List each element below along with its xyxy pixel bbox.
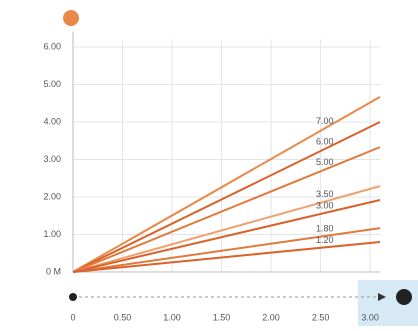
y-tick-label: 0 M <box>46 266 61 276</box>
x-tick-label: 1.50 <box>213 312 231 322</box>
y-tick-label: 1.00 <box>43 229 61 239</box>
x-tick-label: 3.00 <box>361 312 379 322</box>
x-tick-label: 2.00 <box>262 312 280 322</box>
series-line <box>72 199 381 273</box>
slider-handle[interactable] <box>69 293 77 301</box>
x-tick-label: 0 <box>70 312 75 322</box>
series-line <box>72 185 381 273</box>
series-line <box>72 96 381 273</box>
slider-arrow[interactable] <box>378 293 386 301</box>
x-tick-label: 1.00 <box>163 312 181 322</box>
line-label: 6.00 <box>316 136 334 146</box>
series-line <box>72 121 381 273</box>
y-tick-label: 3.00 <box>43 154 61 164</box>
line-label: 5.00 <box>316 157 334 167</box>
x-tick-label: 0.50 <box>114 312 132 322</box>
line-label: 7.00 <box>316 116 334 126</box>
y-tick-label: 4.00 <box>43 116 61 126</box>
y-tick-label: 5.00 <box>43 79 61 89</box>
y-tick-label: 6.00 <box>43 41 61 51</box>
x-tick-label: 2.50 <box>312 312 330 322</box>
y-tick-label: 2.00 <box>43 191 61 201</box>
series-line <box>72 146 381 273</box>
line-label: 1.20 <box>316 235 334 245</box>
line-label: 1.80 <box>316 223 334 233</box>
chart-icon[interactable] <box>63 10 79 26</box>
series-line <box>72 241 381 273</box>
info-icon[interactable] <box>396 289 412 305</box>
series-line <box>72 227 381 273</box>
line-label: 3.00 <box>316 200 334 210</box>
line-label: 3.50 <box>316 189 334 199</box>
